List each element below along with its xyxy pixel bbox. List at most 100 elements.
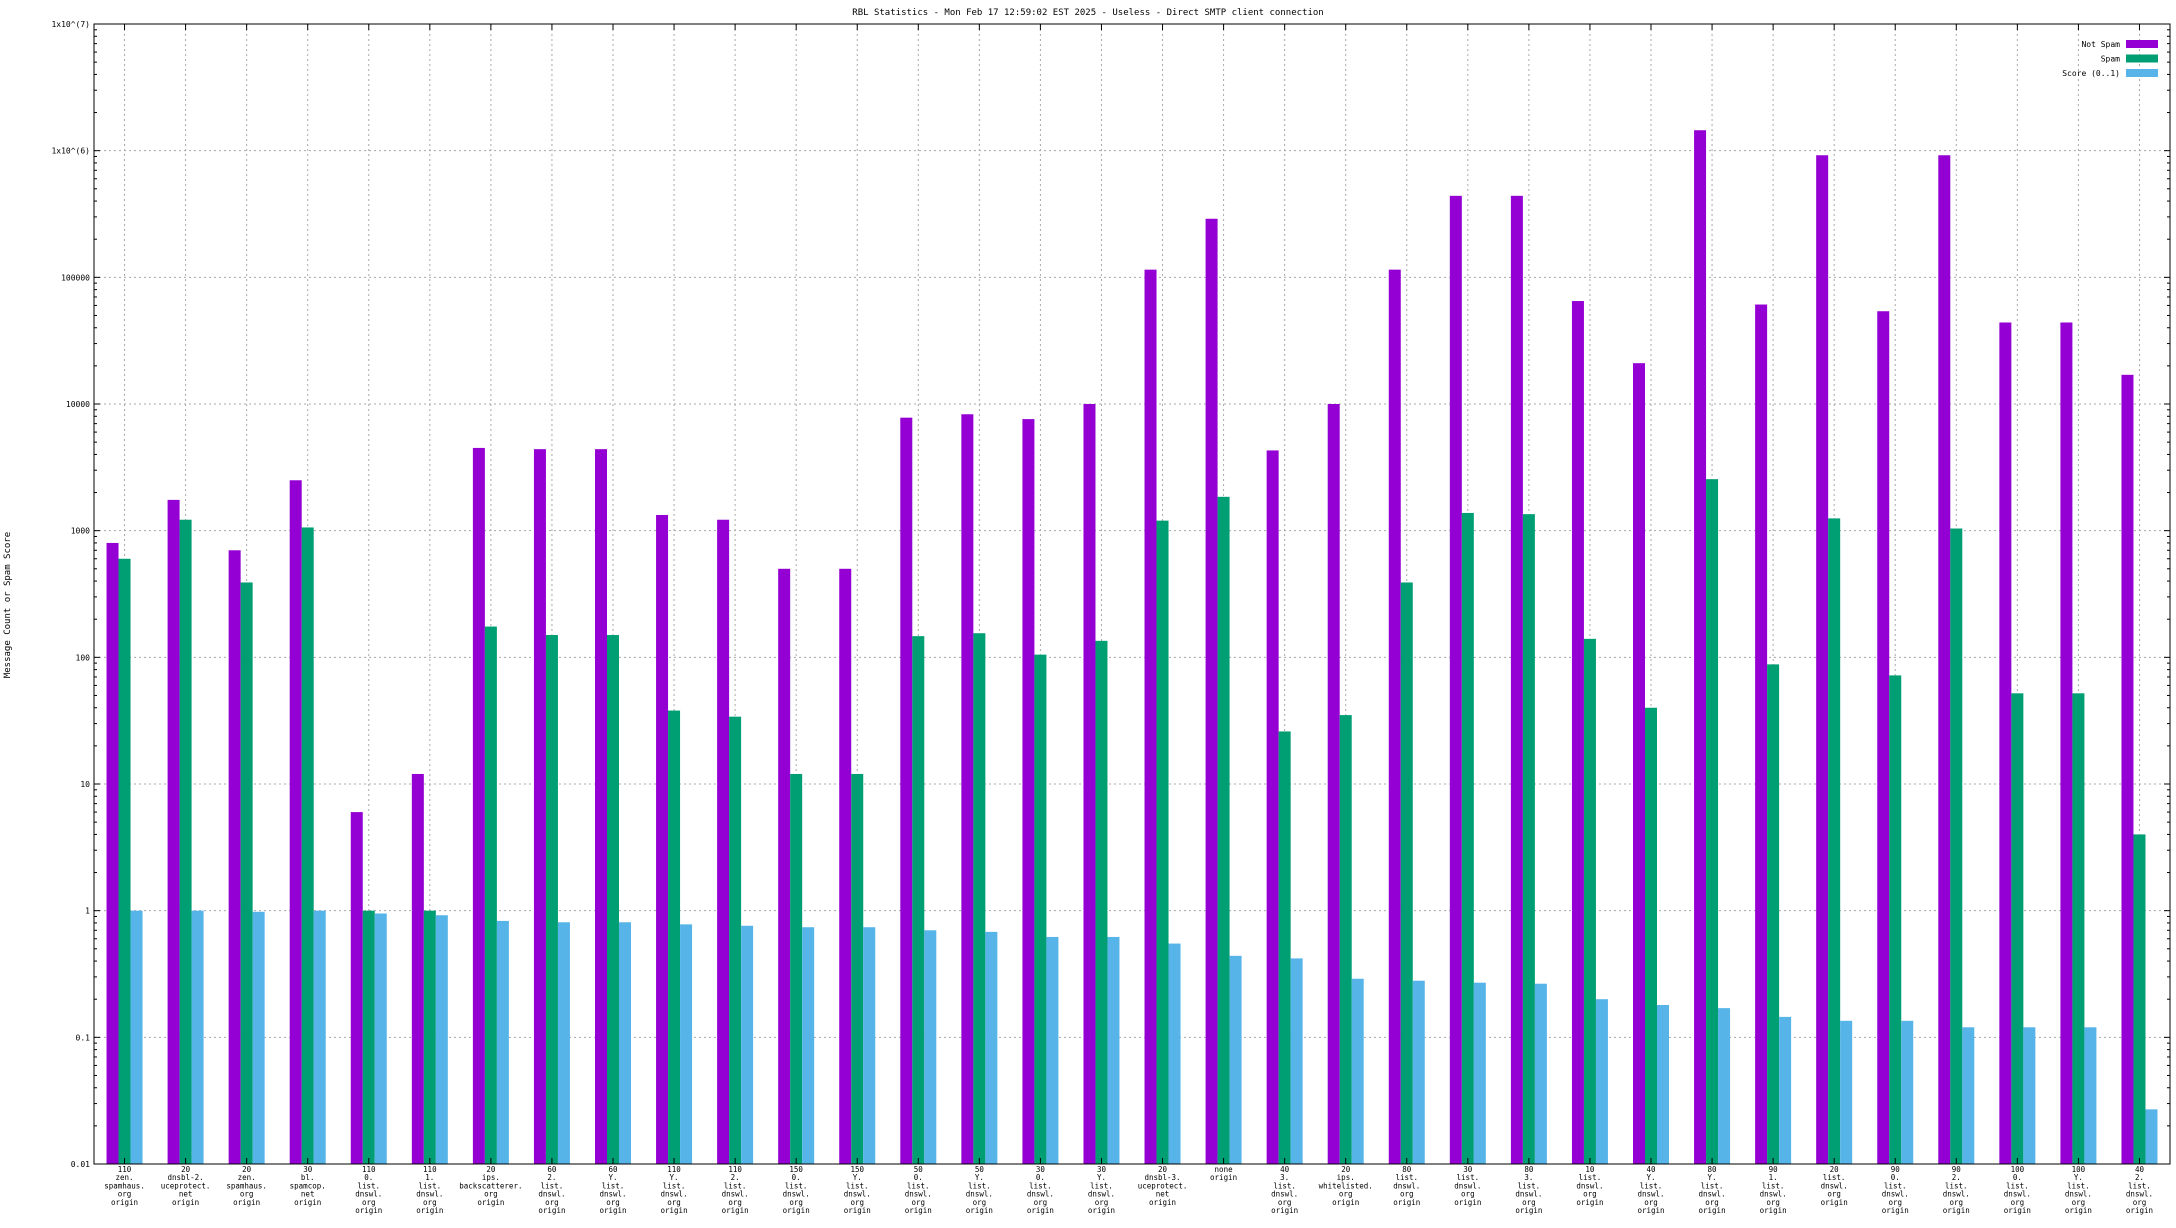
x-tick-label-line: dnswl. [2065, 1190, 2092, 1199]
x-tick-label-line: origin [233, 1198, 260, 1207]
x-tick-label-line: 0. [2013, 1173, 2022, 1182]
x-tick-label-line: Y. [1646, 1173, 1655, 1182]
bar [557, 922, 570, 1164]
x-tick-label-line: origin [477, 1198, 504, 1207]
y-tick-label: 0.1 [76, 1033, 91, 1042]
x-tick-label-line: 50 [914, 1165, 924, 1174]
bar [167, 499, 180, 1164]
x-tick-label-line: list. [602, 1181, 625, 1190]
x-tick-label-line: list. [541, 1181, 564, 1190]
x-tick-label-line: 0. [792, 1173, 801, 1182]
x-tick-label-line: dnswl. [1821, 1181, 1848, 1190]
x-tick-label-line: dnswl. [966, 1190, 993, 1199]
x-tick-label-line: list. [1823, 1173, 1846, 1182]
bar [130, 910, 143, 1164]
x-tick-label: 30 list. dnswl. org origin [1454, 1165, 1481, 1207]
x-tick-label-line: list. [357, 1181, 380, 1190]
x-tick-label-line: list. [1395, 1173, 1418, 1182]
bar [1534, 983, 1547, 1164]
x-tick-label-line: 110 [118, 1165, 132, 1174]
bar [411, 773, 424, 1164]
legend: Not Spam Spam Score (0..1) [2062, 40, 2158, 78]
x-tick-label: 80 3. list. dnswl. org origin [1515, 1165, 1542, 1215]
bar [1412, 980, 1425, 1164]
bar [1901, 1020, 1914, 1164]
x-tick-label: 60 Y. list. dnswl. org origin [599, 1165, 626, 1215]
legend-swatch [2126, 69, 2158, 77]
bar [985, 931, 998, 1164]
x-tick-label: 110 Y. list. dnswl. org origin [661, 1165, 688, 1215]
x-tick-label: 40 2. list. dnswl. org origin [2126, 1165, 2153, 1215]
x-tick-label-line: Y. [975, 1173, 984, 1182]
y-tick-label: 0.01 [71, 1160, 90, 1169]
bar [118, 558, 131, 1164]
x-tick-label-line: origin [722, 1206, 749, 1215]
x-tick-label-line: 60 [547, 1165, 557, 1174]
bar [472, 447, 485, 1165]
x-tick-label-line: dnswl. [1637, 1190, 1664, 1199]
x-tick-label-line: 80 [1524, 1165, 1534, 1174]
x-tick-label: none origin [1210, 1165, 1237, 1182]
y-tick-label: 10000 [66, 400, 90, 409]
x-tick-label-line: 80 [1708, 1165, 1718, 1174]
x-tick-label-line: origin [2126, 1206, 2153, 1215]
bar [912, 636, 925, 1164]
x-tick-label: 40 3. list. dnswl. org origin [1271, 1165, 1298, 1215]
x-tick-label-line: dnswl. [599, 1190, 626, 1199]
x-tick-label-line: 30 [1463, 1165, 1473, 1174]
bar [1706, 479, 1719, 1164]
x-tick-label-line: org [2133, 1198, 2147, 1207]
x-tick-label-line: org [606, 1198, 620, 1207]
x-tick-label-line: dnswl. [2004, 1190, 2031, 1199]
bar [1767, 664, 1780, 1164]
bar [350, 812, 363, 1164]
bar [1107, 936, 1120, 1164]
x-tick-label-line: dnswl. [905, 1190, 932, 1199]
x-tick-label-line: 150 [850, 1165, 864, 1174]
x-tick-label-line: origin [1515, 1206, 1542, 1215]
x-tick-label: 110 1. list. dnswl. org origin [416, 1165, 443, 1215]
bar [1449, 195, 1462, 1164]
bar [1095, 640, 1108, 1164]
bar [1144, 269, 1157, 1165]
x-tick-label-line: list. [1518, 1181, 1541, 1190]
x-tick-label-line: backscatterer. [459, 1181, 522, 1190]
bar [1022, 419, 1035, 1165]
x-tick-label-line: origin [416, 1206, 443, 1215]
x-tick-label-line: dnswl. [1393, 1181, 1420, 1190]
x-tick-label-line: org [667, 1198, 681, 1207]
bar [191, 910, 204, 1164]
x-tick-label: 20 dnsbl-3. uceprotect. net origin [1138, 1165, 1188, 1207]
x-tick-label: 80 Y. list. dnswl. org origin [1699, 1165, 1726, 1215]
x-tick-label-line: origin [966, 1206, 993, 1215]
x-tick-label-line: uceprotect. [161, 1181, 211, 1190]
x-tick-label: 110 zen. spamhaus. org origin [104, 1165, 145, 1207]
bar [1938, 155, 1951, 1164]
x-tick-label-line: list. [1884, 1181, 1907, 1190]
x-tick-label-line: org [728, 1198, 742, 1207]
x-tick-label-line: origin [1699, 1206, 1726, 1215]
x-tick-label-line: whitelisted. [1319, 1181, 1373, 1190]
x-tick-label-line: Y. [670, 1173, 679, 1182]
bar [1351, 978, 1364, 1164]
x-tick-label: 20 ips. whitelisted. org origin [1319, 1165, 1373, 1207]
bar [2011, 693, 2024, 1164]
x-tick-label-line: dnswl. [1943, 1190, 1970, 1199]
x-tick-label-line: origin [905, 1206, 932, 1215]
x-tick-label: 50 Y. list. dnswl. org origin [966, 1165, 993, 1215]
legend-label: Score (0..1) [2062, 69, 2120, 78]
x-tick-label-line: Y. [1097, 1173, 1106, 1182]
bar [484, 626, 497, 1164]
bar [607, 635, 619, 1164]
x-tick-label-line: zen. [115, 1173, 133, 1182]
bar [1877, 311, 1890, 1165]
bar [741, 925, 754, 1164]
x-tick-label-line: org [1644, 1198, 1658, 1207]
y-tick-label: 1 [85, 907, 90, 916]
y-tick-label: 10 [80, 780, 90, 789]
x-tick-label-line: 100 [2072, 1165, 2086, 1174]
bar [1205, 218, 1218, 1164]
x-tick-label-line: 100 [2011, 1165, 2025, 1174]
bar [961, 414, 974, 1164]
x-tick-label-line: Y. [2074, 1173, 2083, 1182]
